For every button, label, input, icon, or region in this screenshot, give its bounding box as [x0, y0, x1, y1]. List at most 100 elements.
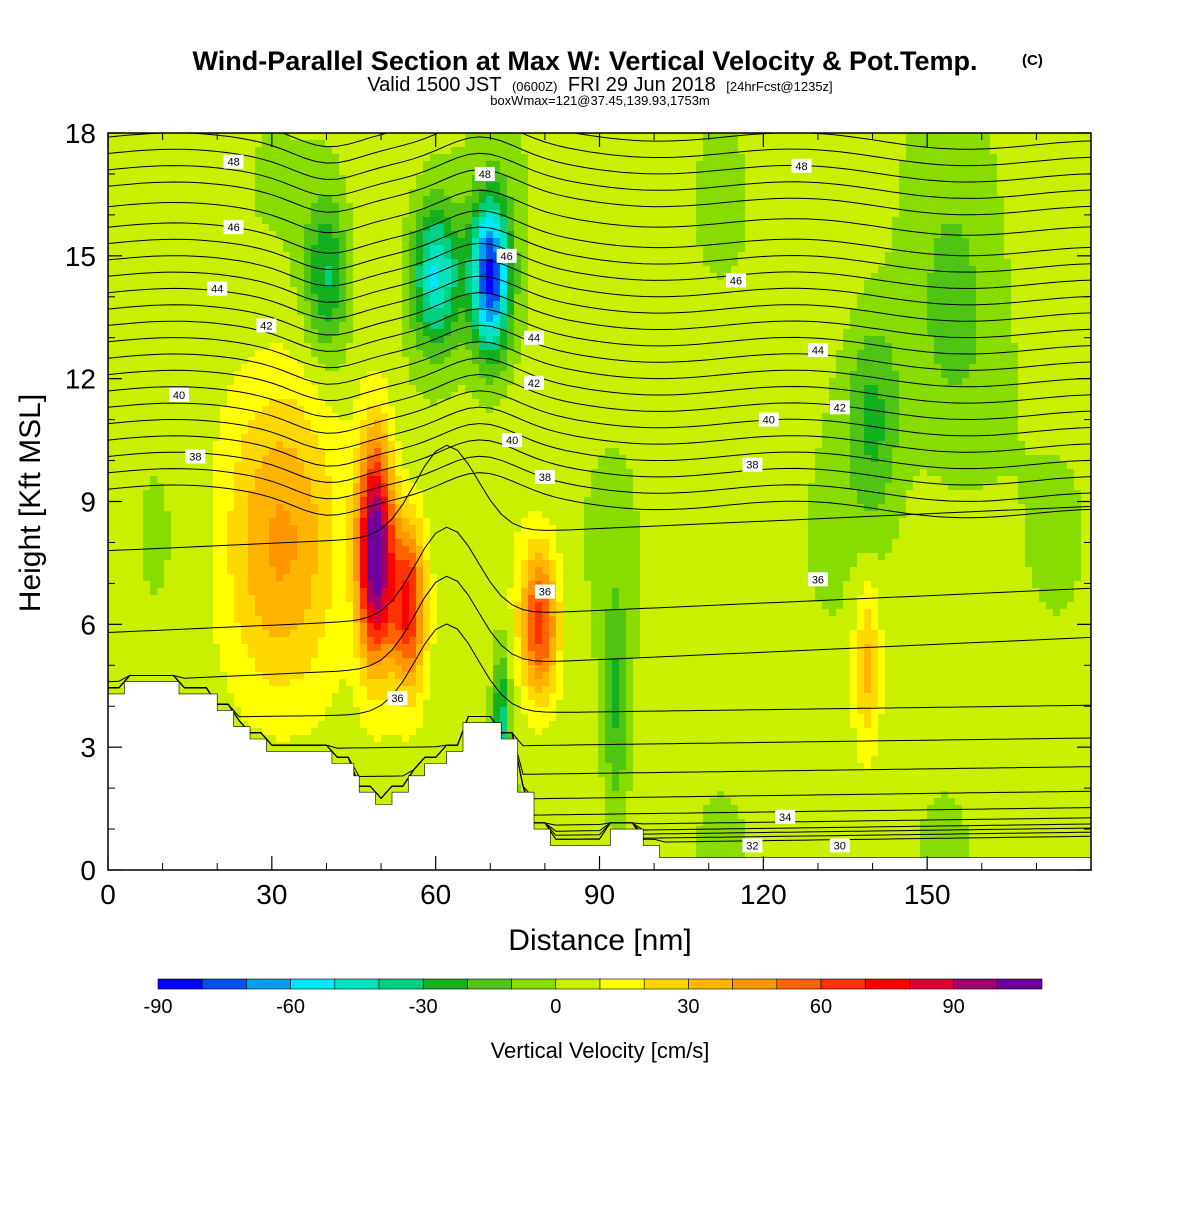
velocity-cell [612, 259, 620, 267]
velocity-cell [836, 322, 844, 330]
velocity-cell [423, 238, 431, 246]
velocity-cell [514, 210, 522, 218]
velocity-cell [843, 350, 851, 358]
velocity-cell [227, 322, 235, 330]
velocity-cell [626, 336, 634, 344]
velocity-cell [115, 266, 123, 274]
velocity-cell [500, 329, 508, 337]
velocity-cell [199, 238, 207, 246]
velocity-cell [570, 259, 578, 267]
velocity-cell [787, 238, 795, 246]
velocity-cell [192, 238, 200, 246]
velocity-cell [1046, 266, 1054, 274]
velocity-cell [556, 168, 564, 176]
velocity-cell [1060, 315, 1068, 323]
velocity-cell [906, 266, 914, 274]
velocity-cell [703, 329, 711, 337]
velocity-cell [556, 301, 564, 309]
velocity-cell [542, 364, 550, 372]
velocity-cell [220, 273, 228, 281]
velocity-cell [192, 210, 200, 218]
velocity-cell [1053, 154, 1061, 162]
velocity-cell [325, 168, 333, 176]
velocity-cell [423, 329, 431, 337]
velocity-cell [654, 315, 662, 323]
velocity-cell [619, 245, 627, 253]
velocity-cell [500, 224, 508, 232]
velocity-cell [976, 364, 984, 372]
velocity-cell [983, 371, 991, 379]
velocity-cell [444, 168, 452, 176]
velocity-cell [535, 189, 543, 197]
velocity-cell [913, 371, 921, 379]
velocity-cell [598, 364, 606, 372]
velocity-cell [122, 308, 130, 316]
velocity-cell [682, 196, 690, 204]
velocity-cell [773, 280, 781, 288]
velocity-cell [521, 322, 529, 330]
velocity-cell [1004, 182, 1012, 190]
velocity-cell [822, 140, 830, 148]
velocity-cell [703, 238, 711, 246]
velocity-cell [1025, 259, 1033, 267]
velocity-cell [528, 161, 536, 169]
velocity-cell [346, 245, 354, 253]
velocity-cell [171, 140, 179, 148]
velocity-cell [913, 210, 921, 218]
velocity-cell [129, 196, 137, 204]
velocity-cell [836, 301, 844, 309]
velocity-cell [899, 217, 907, 225]
velocity-cell [192, 287, 200, 295]
velocity-cell [745, 168, 753, 176]
velocity-cell [983, 210, 991, 218]
velocity-cell [150, 196, 158, 204]
velocity-cell [752, 252, 760, 260]
velocity-cell [822, 301, 830, 309]
velocity-cell [388, 168, 396, 176]
velocity-cell [717, 336, 725, 344]
velocity-cell [437, 294, 445, 302]
velocity-cell [479, 294, 487, 302]
velocity-cell [451, 182, 459, 190]
velocity-cell [528, 364, 536, 372]
velocity-cell [696, 140, 704, 148]
velocity-cell [416, 287, 424, 295]
velocity-cell [780, 322, 788, 330]
velocity-cell [696, 280, 704, 288]
velocity-cell [255, 364, 263, 372]
velocity-cell [129, 259, 137, 267]
velocity-cell [416, 203, 424, 211]
velocity-cell [1081, 308, 1089, 316]
velocity-cell [234, 196, 242, 204]
velocity-cell [311, 343, 319, 351]
velocity-cell [920, 161, 928, 169]
velocity-cell [584, 245, 592, 253]
velocity-cell [787, 147, 795, 155]
velocity-cell [164, 259, 172, 267]
velocity-cell [1011, 161, 1019, 169]
velocity-cell [696, 252, 704, 260]
velocity-cell [332, 231, 340, 239]
velocity-cell [416, 252, 424, 260]
velocity-cell [913, 133, 921, 141]
velocity-cell [479, 210, 487, 218]
velocity-cell [542, 154, 550, 162]
velocity-cell [934, 371, 942, 379]
velocity-cell [346, 294, 354, 302]
velocity-cell [787, 308, 795, 316]
velocity-cell [108, 322, 116, 330]
velocity-cell [675, 224, 683, 232]
velocity-cell [430, 280, 438, 288]
velocity-cell [836, 252, 844, 260]
velocity-cell [185, 182, 193, 190]
velocity-cell [1032, 343, 1040, 351]
velocity-cell [115, 168, 123, 176]
velocity-cell [976, 182, 984, 190]
velocity-cell [1025, 217, 1033, 225]
velocity-cell [136, 273, 144, 281]
velocity-cell [605, 161, 613, 169]
velocity-cell [654, 210, 662, 218]
velocity-cell [437, 308, 445, 316]
velocity-cell [920, 245, 928, 253]
velocity-cell [402, 238, 410, 246]
